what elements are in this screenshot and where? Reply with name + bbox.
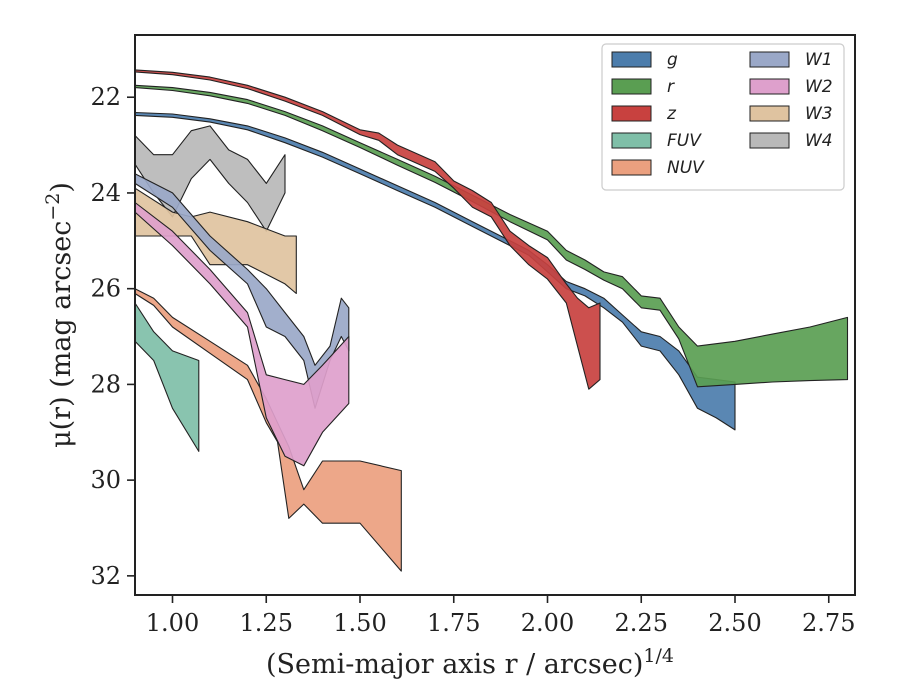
x-axis: 1.00 1.25 1.50 1.75 2.00 2.25 2.50 2.75	[146, 595, 855, 637]
y-tick-label: 28	[90, 370, 121, 398]
band-nuv	[134, 288, 402, 572]
legend: grz FUV NUV W1 W2 W3 W4	[601, 43, 845, 191]
legend-label-z: z	[666, 104, 677, 124]
y-tick-label: 30	[90, 466, 121, 494]
legend-label-w4: W4	[805, 131, 833, 151]
plot-frame	[134, 34, 856, 596]
legend-swatch-r	[611, 78, 652, 95]
legend-swatch-g	[611, 51, 652, 68]
x-axis-label-exponent: 1/4	[643, 645, 674, 667]
legend-swatch-z	[611, 105, 652, 122]
y-axis-label-close: )	[46, 182, 77, 193]
profile-bands	[134, 69, 849, 572]
y-axis: 22 24 26 28 30 32	[90, 83, 135, 590]
x-tick-label: 2.25	[615, 609, 668, 637]
y-tick-label: 32	[90, 562, 121, 590]
legend-swatch-nuv	[611, 159, 652, 176]
band-r	[134, 84, 849, 388]
legend-label-g: g	[667, 50, 678, 70]
legend-swatch-w1	[749, 51, 790, 68]
y-axis-label-exponent: −2	[42, 193, 64, 221]
y-tick-label: 26	[90, 275, 121, 303]
band-g	[134, 111, 736, 431]
y-tick-label: 22	[90, 83, 121, 111]
x-tick-label: 1.50	[333, 609, 386, 637]
x-tick-label: 1.25	[240, 609, 293, 637]
x-tick-label: 2.50	[708, 609, 761, 637]
legend-swatch-w3	[749, 105, 790, 122]
legend-swatch-w4	[749, 132, 790, 149]
band-z	[134, 69, 601, 390]
legend-swatch-w2	[749, 78, 790, 95]
legend-label-fuv: FUV	[667, 131, 702, 151]
x-tick-label: 2.00	[521, 609, 574, 637]
band-fuv	[134, 302, 200, 452]
legend-label-nuv: NUV	[667, 158, 705, 178]
band-w2	[134, 201, 350, 467]
legend-label-r: r	[667, 77, 675, 97]
legend-label-w3: W3	[805, 104, 833, 124]
legend-swatch-fuv	[611, 132, 652, 149]
x-tick-label: 2.75	[802, 609, 855, 637]
x-axis-label: (Semi-major axis r / arcsec)1/4	[266, 645, 674, 680]
y-axis-label: μ(r) (mag arcsec−2)	[42, 182, 77, 448]
legend-label-w1: W1	[805, 50, 833, 70]
y-tick-label: 24	[90, 179, 121, 207]
x-tick-label: 1.00	[146, 609, 199, 637]
legend-label-w2: W2	[805, 77, 833, 97]
x-tick-label: 1.75	[427, 609, 480, 637]
